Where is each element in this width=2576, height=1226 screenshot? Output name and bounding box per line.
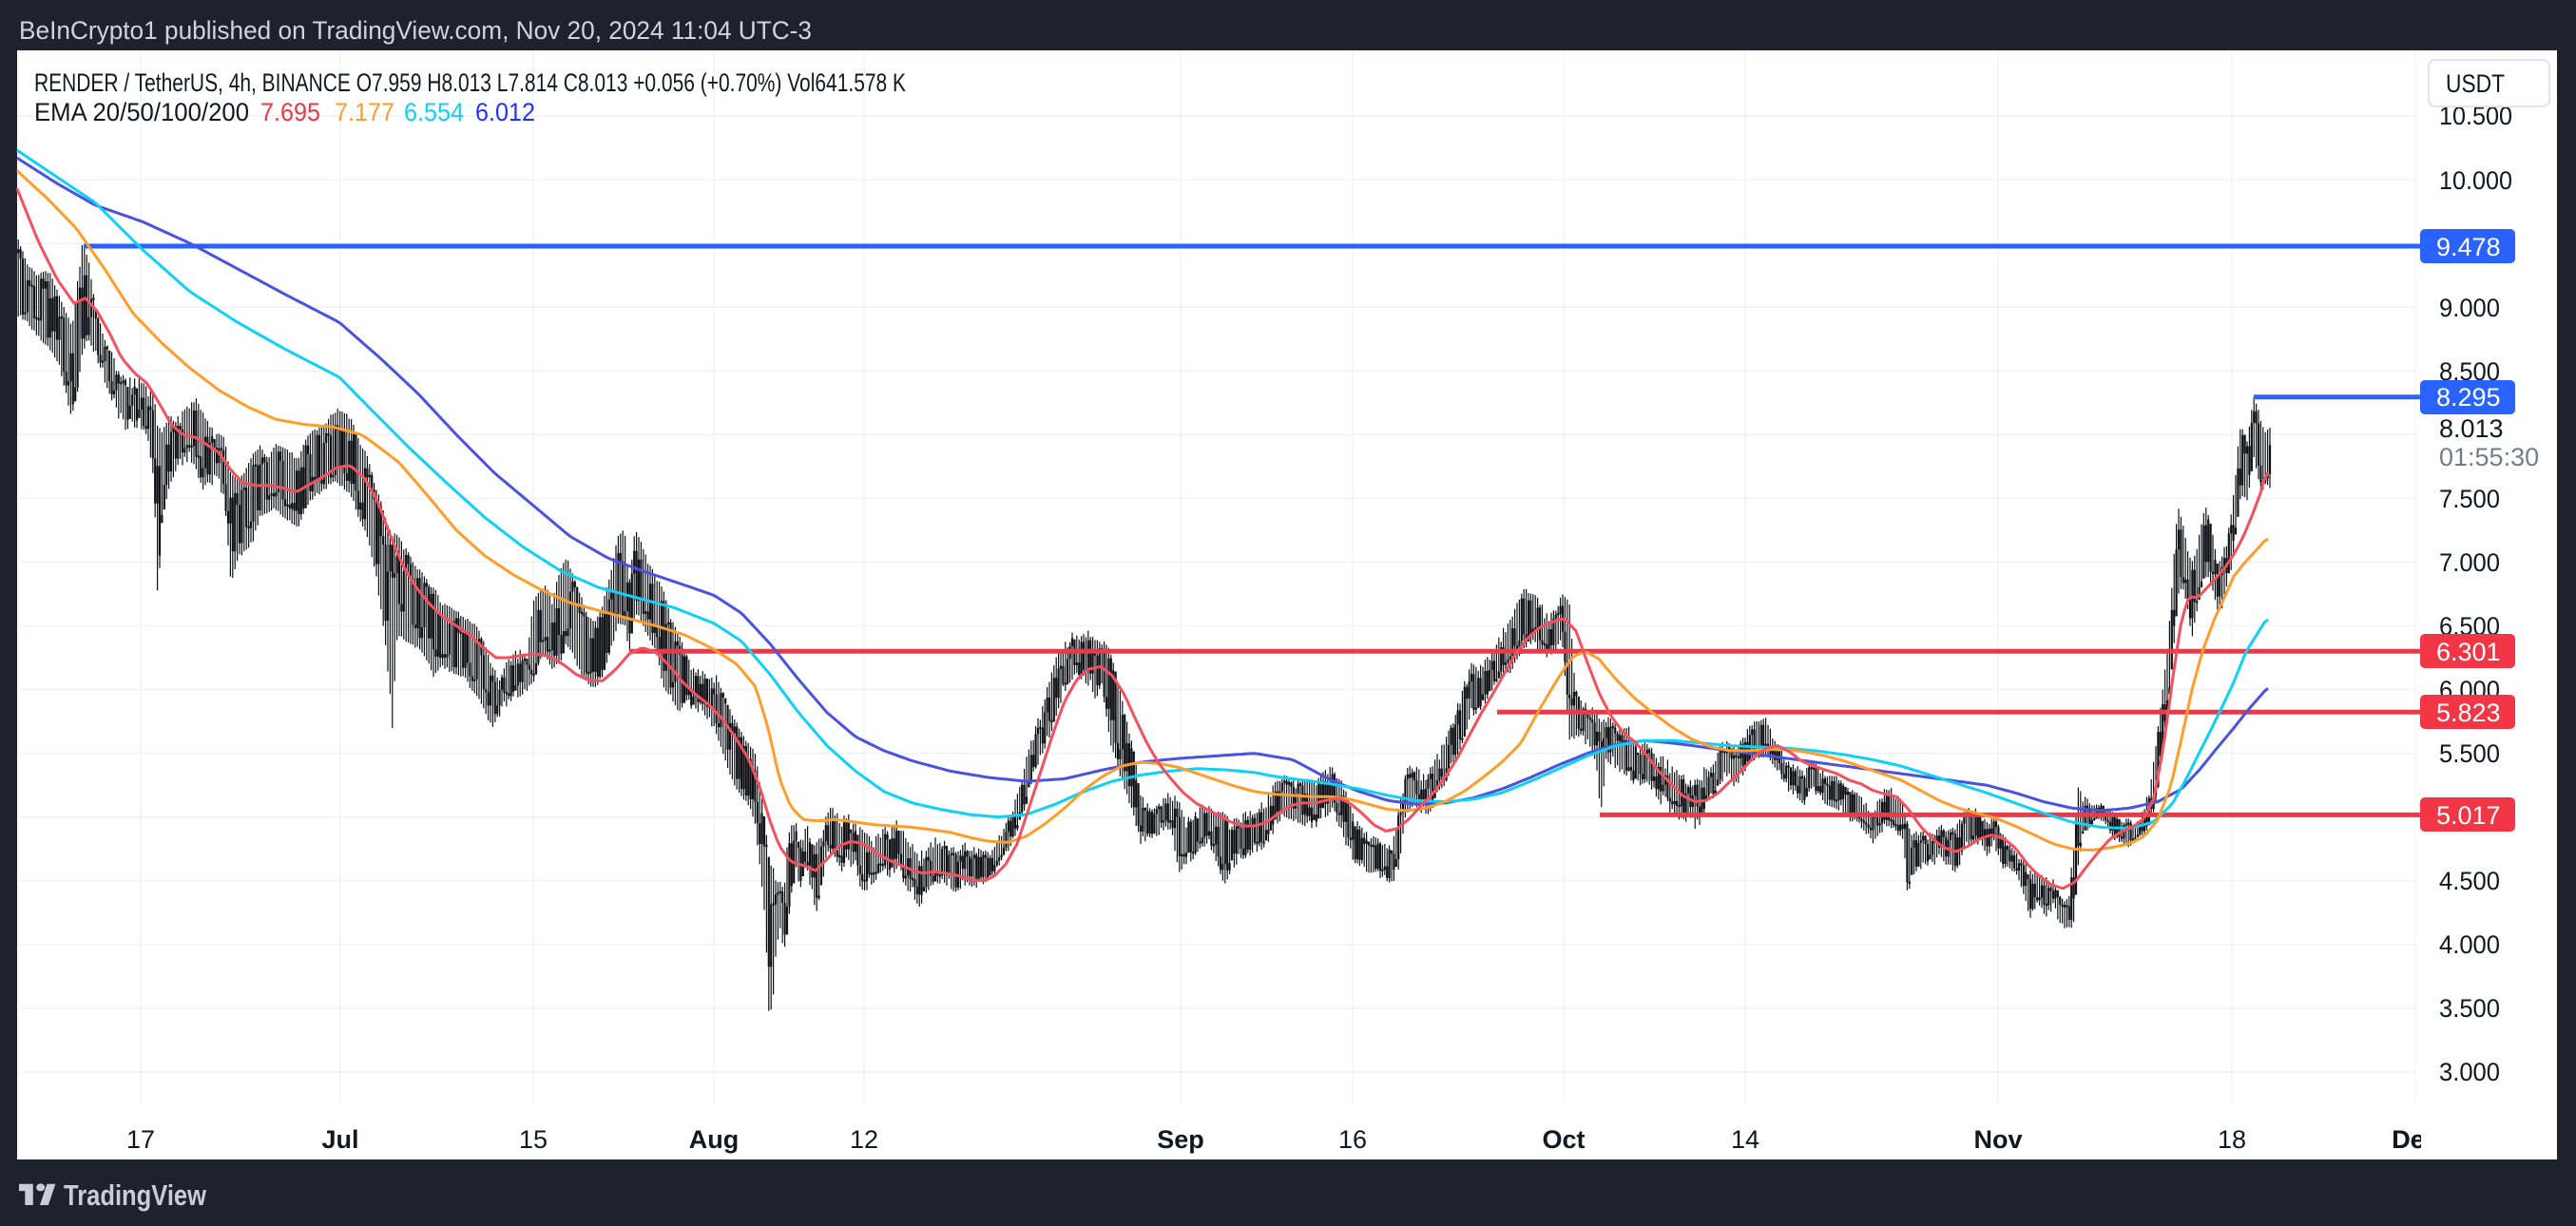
svg-text:8.013: 8.013 [2439,414,2504,443]
svg-text:7.000: 7.000 [2439,548,2500,577]
svg-text:3.500: 3.500 [2439,994,2500,1023]
svg-text:6.301: 6.301 [2436,638,2501,666]
svg-text:8.295: 8.295 [2436,383,2501,412]
svg-text:14: 14 [1731,1125,1759,1154]
svg-text:BeInCrypto1 published on Tradi: BeInCrypto1 published on TradingView.com… [19,16,812,45]
svg-text:TradingView: TradingView [64,1178,207,1212]
svg-text:7.695: 7.695 [260,98,320,126]
svg-text:3.000: 3.000 [2439,1058,2500,1086]
svg-text:Dec: Dec [2392,1125,2439,1154]
svg-text:Jul: Jul [321,1125,358,1154]
svg-text:Oct: Oct [1542,1125,1585,1154]
svg-text:5.017: 5.017 [2436,801,2501,830]
svg-text:01:55:30: 01:55:30 [2439,443,2539,471]
svg-text:5.823: 5.823 [2436,699,2501,727]
svg-text:18: 18 [2218,1125,2246,1154]
svg-text:15: 15 [519,1125,548,1154]
svg-text:EMA 20/50/100/200: EMA 20/50/100/200 [34,98,249,126]
svg-text:Aug: Aug [689,1125,739,1154]
svg-text:Sep: Sep [1157,1125,1204,1154]
svg-text:6.012: 6.012 [475,98,535,126]
svg-text:RENDER / TetherUS, 4h, BINANCE: RENDER / TetherUS, 4h, BINANCE O7.959 H8… [34,68,906,97]
svg-text:10.000: 10.000 [2439,166,2512,195]
svg-text:16: 16 [1338,1125,1367,1154]
svg-text:17: 17 [126,1125,155,1154]
svg-text:9.000: 9.000 [2439,294,2500,322]
svg-text:5.500: 5.500 [2439,739,2500,768]
svg-text:6.554: 6.554 [404,98,464,126]
svg-text:4.000: 4.000 [2439,930,2500,959]
svg-text:7.177: 7.177 [335,98,394,126]
svg-text:12: 12 [850,1125,878,1154]
svg-text:Nov: Nov [1973,1125,2022,1154]
svg-text:USDT: USDT [2446,69,2505,98]
svg-text:7.500: 7.500 [2439,485,2500,513]
svg-text:4.500: 4.500 [2439,867,2500,895]
svg-text:9.478: 9.478 [2436,233,2501,261]
